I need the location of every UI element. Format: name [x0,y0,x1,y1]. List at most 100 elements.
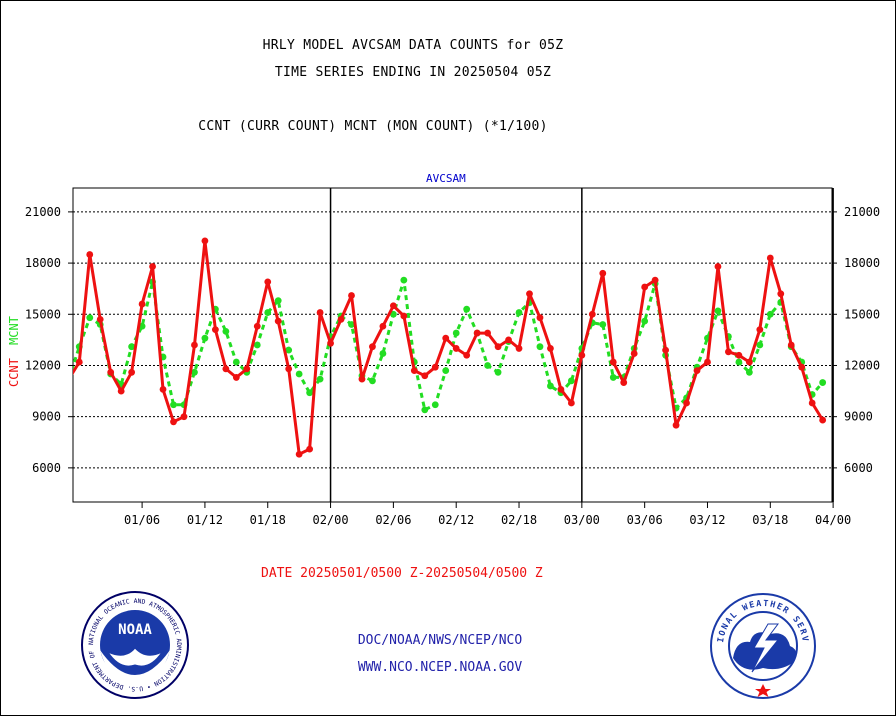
data-point-ccnt [693,367,701,374]
x-tick-label: 01/18 [250,513,286,527]
data-point-ccnt [170,418,177,426]
y-tick-label-right: 12000 [844,358,880,372]
x-tick-label: 01/06 [124,513,160,527]
data-point-mcnt [191,368,198,376]
data-point-ccnt [777,290,785,298]
data-point-mcnt [641,317,649,325]
data-point-ccnt [526,290,533,298]
data-point-ccnt [641,283,649,291]
data-point-mcnt [536,343,544,351]
data-point-ccnt [243,365,251,373]
chart-subtitle-date: TIME SERIES ENDING IN 20250504 05Z [274,65,552,80]
data-point-ccnt [494,343,502,351]
data-point-ccnt [672,421,680,429]
data-point-ccnt [222,365,230,373]
x-tick-label: 03/12 [689,513,725,527]
data-point-ccnt [400,312,408,320]
data-point-ccnt [337,316,345,323]
data-point-mcnt [285,346,293,354]
data-point-ccnt [714,263,722,270]
data-point-mcnt [253,341,261,349]
y-tick-label-left: 18000 [25,256,61,270]
data-point-mcnt [86,314,94,322]
data-point-mcnt [547,382,554,390]
data-point-ccnt [316,309,324,316]
data-point-mcnt [170,401,177,409]
data-point-mcnt [316,375,324,383]
nws-logo: NATIONAL WEATHER SERVICE [708,592,816,699]
x-tick-label: 02/18 [501,513,537,527]
data-point-mcnt [274,297,282,305]
data-point-ccnt [756,326,764,334]
data-point-mcnt [484,362,492,369]
data-point-ccnt [306,445,314,453]
data-point-mcnt [400,276,408,284]
data-point-mcnt [421,406,429,414]
data-point-mcnt [295,370,303,378]
data-point-ccnt [107,368,115,376]
data-point-mcnt [306,389,314,397]
data-point-ccnt [421,372,429,380]
data-point-ccnt [211,326,219,334]
data-point-ccnt [431,363,439,371]
nco-website-link[interactable]: WWW.NCO.NCEP.NOAA.GOV [357,660,523,675]
y-tick-label-right: 21000 [844,205,880,219]
data-point-ccnt [410,367,418,374]
data-point-ccnt [348,292,355,299]
data-point-ccnt [369,343,376,351]
data-point-mcnt [819,379,827,386]
data-point-mcnt [201,334,209,342]
y-tick-label-right: 15000 [844,307,880,321]
data-point-ccnt [609,358,617,366]
data-point-ccnt [704,358,711,366]
data-point-ccnt [745,358,753,366]
series-mcnt [73,276,827,414]
data-point-ccnt [358,375,366,383]
data-point-mcnt [745,368,753,376]
date-range-label: DATE 20250501/0500 Z-20250504/0500 Z [261,566,543,581]
data-point-ccnt [547,345,554,352]
data-point-ccnt [620,379,628,386]
data-point-ccnt [274,317,282,325]
data-point-mcnt [348,321,355,328]
y-tick-label-left: 9000 [32,410,61,424]
data-point-ccnt [159,385,167,393]
nco-path-link[interactable]: DOC/NOAA/NWS/NCEP/NCO [357,633,523,648]
noaa-logo: NOAA NATIONAL OCEANIC AND ATMOSPHERIC AD… [80,590,189,699]
data-point-ccnt [819,416,827,424]
data-point-ccnt [683,399,690,407]
data-point-ccnt [599,269,607,277]
series-line-ccnt [73,239,824,456]
x-tick-label: 02/00 [312,513,348,527]
data-point-ccnt [191,341,198,349]
data-point-ccnt [379,322,387,330]
data-point-ccnt [128,368,136,376]
data-point-ccnt [285,365,293,373]
data-point-ccnt [138,300,146,308]
data-point-ccnt [327,339,334,347]
data-point-ccnt [201,237,209,245]
data-point-ccnt [651,276,659,284]
noaa-logo-text: NOAA [118,622,152,638]
x-tick-label: 02/06 [375,513,411,527]
data-point-ccnt [75,358,83,366]
x-tick-label: 03/00 [564,513,600,527]
x-tick-label: 02/12 [438,513,474,527]
data-point-mcnt [494,368,502,376]
data-point-mcnt [452,329,460,337]
data-point-mcnt [766,310,774,318]
data-point-mcnt [389,310,397,318]
data-point-ccnt [463,351,471,359]
data-point-ccnt [725,348,732,356]
plot-label: AVCSAM [426,172,466,185]
data-point-mcnt [232,358,240,366]
y-tick-label-left: 12000 [25,358,61,372]
data-point-mcnt [515,309,523,316]
data-point-ccnt [117,387,125,395]
data-point-ccnt [149,263,156,270]
data-point-ccnt [473,329,481,337]
x-tick-label: 03/18 [752,513,788,527]
data-point-ccnt [578,351,586,359]
data-point-ccnt [253,322,261,330]
